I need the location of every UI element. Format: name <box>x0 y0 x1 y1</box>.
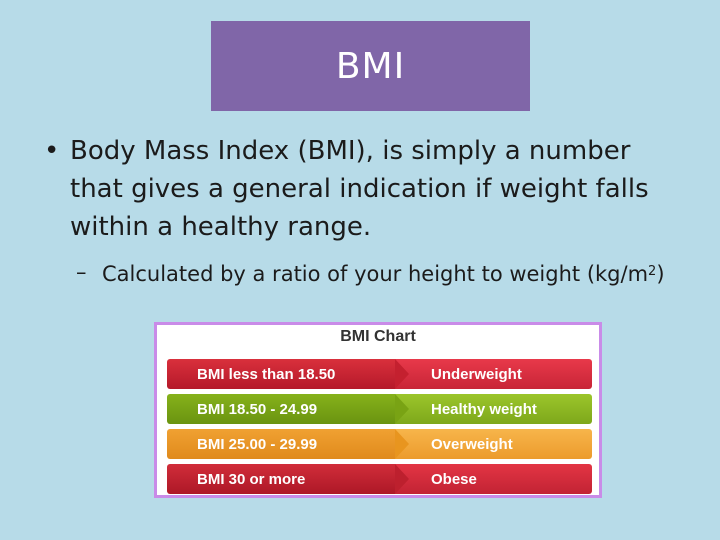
sub-bullet-marker: – <box>76 260 87 284</box>
bmi-range-label: BMI 18.50 - 24.99 <box>167 394 395 424</box>
bmi-row-underweight: BMI less than 18.50 Underweight <box>167 359 592 389</box>
bmi-chart-title: BMI Chart <box>340 328 416 345</box>
sub-bullet-text: Calculated by a ratio of your height to … <box>102 256 676 290</box>
row-arrow-shape <box>395 429 409 459</box>
sub-bullet-text-main: Calculated by a ratio of your height to … <box>102 262 649 286</box>
bmi-row-obese: BMI 30 or more Obese <box>167 464 592 494</box>
bmi-row-healthy: BMI 18.50 - 24.99 Healthy weight <box>167 394 592 424</box>
bmi-category-label: Underweight <box>395 359 592 389</box>
bmi-range-label: BMI 30 or more <box>167 464 395 494</box>
row-arrow-shape <box>395 359 409 389</box>
bullet-marker: • <box>44 136 60 166</box>
sub-bullet-text-end: ) <box>656 262 665 286</box>
bmi-range-label: BMI 25.00 - 29.99 <box>167 429 395 459</box>
main-bullet: • Body Mass Index (BMI), is simply a num… <box>44 132 664 246</box>
slide-title-box: BMI <box>211 21 530 111</box>
row-arrow-shape <box>395 394 409 424</box>
bullet-text: Body Mass Index (BMI), is simply a numbe… <box>70 136 649 242</box>
slide-title: BMI <box>335 45 406 87</box>
bmi-range-label: BMI less than 18.50 <box>167 359 395 389</box>
bmi-category-label: Obese <box>395 464 592 494</box>
bmi-row-overweight: BMI 25.00 - 29.99 Overweight <box>167 429 592 459</box>
sub-bullet: – Calculated by a ratio of your height t… <box>76 256 676 290</box>
superscript-two: 2 <box>648 264 657 279</box>
bmi-category-label: Healthy weight <box>395 394 592 424</box>
bmi-category-label: Overweight <box>395 429 592 459</box>
row-arrow-shape <box>395 464 409 494</box>
bmi-chart-image: BMI Chart BMI less than 18.50 Underweigh… <box>154 322 602 498</box>
